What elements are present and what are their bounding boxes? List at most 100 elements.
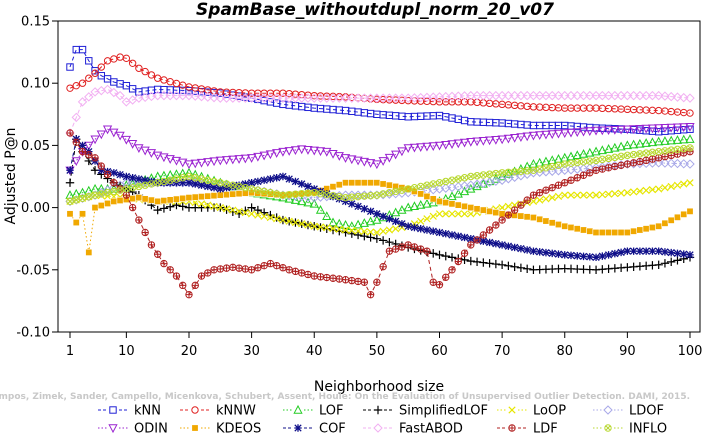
data-point-ldf <box>72 138 80 146</box>
data-point-knnw <box>122 54 131 63</box>
data-point-simplifiedlof <box>479 258 488 267</box>
data-point-odin <box>322 147 332 157</box>
legend-item-kdeos: KDEOS <box>180 422 261 434</box>
data-point-cof <box>385 215 394 223</box>
data-point-lof <box>303 197 313 207</box>
data-point-loop <box>204 201 212 209</box>
data-point-ldf <box>103 170 112 179</box>
data-point-ldf <box>266 259 275 268</box>
data-point-odin <box>560 129 570 139</box>
data-point-odin <box>153 151 163 161</box>
data-point-ldf <box>554 181 563 189</box>
data-point-odin <box>127 140 138 149</box>
data-point-kdeos <box>379 180 387 188</box>
data-point-ldf <box>517 201 525 209</box>
data-point-cof <box>279 172 287 181</box>
data-point-fastabod <box>234 93 244 103</box>
data-point-kdeos <box>166 196 174 204</box>
data-point-ldf <box>110 179 118 187</box>
data-point-ldof <box>672 158 683 169</box>
legend-marker-loop <box>508 406 516 414</box>
data-point-odin <box>441 140 451 150</box>
data-point-kdeos <box>442 199 450 207</box>
data-point-simplifiedlof <box>128 187 137 197</box>
data-point-ldf <box>197 272 206 280</box>
data-point-fastabod <box>679 92 689 103</box>
data-point-odin <box>397 147 407 157</box>
data-point-cof <box>460 233 469 242</box>
data-point-inflo <box>523 167 531 175</box>
data-point-kdeos <box>104 199 112 207</box>
data-point-inflo <box>686 144 694 152</box>
data-point-loop <box>247 210 256 218</box>
data-point-odin <box>510 133 520 143</box>
data-point-simplifiedlof <box>429 249 438 258</box>
data-point-lof <box>572 150 582 160</box>
data-point-simplifiedlof <box>472 257 482 267</box>
data-point-ldf <box>492 221 500 229</box>
data-point-odin <box>378 157 388 166</box>
data-point-knnw <box>116 53 124 61</box>
data-point-cof <box>498 241 506 249</box>
data-point-loop <box>680 180 688 188</box>
data-point-odin <box>328 149 338 159</box>
data-point-kdeos <box>216 191 224 199</box>
data-point-lof <box>365 216 376 226</box>
data-point-loop <box>97 192 105 200</box>
data-point-loop <box>341 226 350 234</box>
data-point-ldf <box>260 262 268 270</box>
data-point-ldf <box>66 129 74 137</box>
data-point-kdeos <box>592 228 600 236</box>
data-point-ldf <box>473 236 481 244</box>
legend-label-kdeos: KDEOS <box>216 422 261 434</box>
data-point-ldf <box>642 156 650 164</box>
data-point-ldof <box>660 158 670 168</box>
data-point-cof <box>179 179 187 187</box>
data-point-simplifiedlof <box>259 208 269 217</box>
data-point-odin <box>453 139 463 149</box>
data-point-lof <box>322 211 332 221</box>
data-point-cof <box>654 247 663 255</box>
data-point-loop <box>392 225 400 233</box>
y-tick-label--0.05: -0.05 <box>16 263 50 278</box>
data-point-cof <box>611 249 619 258</box>
data-point-ldf <box>617 161 625 169</box>
data-point-odin <box>303 146 313 155</box>
data-point-odin <box>497 135 507 145</box>
data-point-lof <box>353 219 363 229</box>
data-point-odin <box>603 126 614 136</box>
data-point-knnw <box>110 55 118 63</box>
data-point-loop <box>667 182 675 191</box>
data-point-cof <box>373 210 381 218</box>
data-point-ldf <box>235 264 243 272</box>
data-point-ldf <box>310 272 318 280</box>
data-point-ldf <box>204 269 212 277</box>
data-point-loop <box>567 191 575 199</box>
data-point-lof <box>171 169 182 178</box>
legend-item-lof: LOF <box>283 404 344 419</box>
data-point-kdeos <box>417 190 425 198</box>
data-point-odin <box>309 146 319 156</box>
data-point-kdeos <box>147 196 155 204</box>
data-point-lof <box>328 217 338 227</box>
data-point-lof <box>315 205 326 214</box>
data-point-ldf <box>147 241 156 249</box>
data-point-cof <box>485 238 494 247</box>
data-point-kdeos <box>198 193 206 201</box>
data-point-kdeos <box>667 216 675 224</box>
data-point-inflo <box>479 171 488 179</box>
data-point-cof <box>172 179 181 187</box>
data-point-ldof <box>121 178 132 188</box>
data-point-fastabod <box>359 93 370 103</box>
data-point-inflo <box>598 155 607 163</box>
data-point-inflo <box>629 150 638 159</box>
data-point-odin <box>672 123 683 133</box>
data-point-odin <box>641 124 651 134</box>
data-point-kdeos <box>135 194 143 202</box>
data-point-simplifiedlof <box>372 234 382 243</box>
data-point-cof <box>623 247 632 255</box>
legend-label-simplifiedlof: SimplifiedLOF <box>399 404 488 419</box>
data-point-ldf <box>504 211 513 219</box>
series-inflo <box>66 144 694 205</box>
data-point-ldf <box>91 154 99 162</box>
